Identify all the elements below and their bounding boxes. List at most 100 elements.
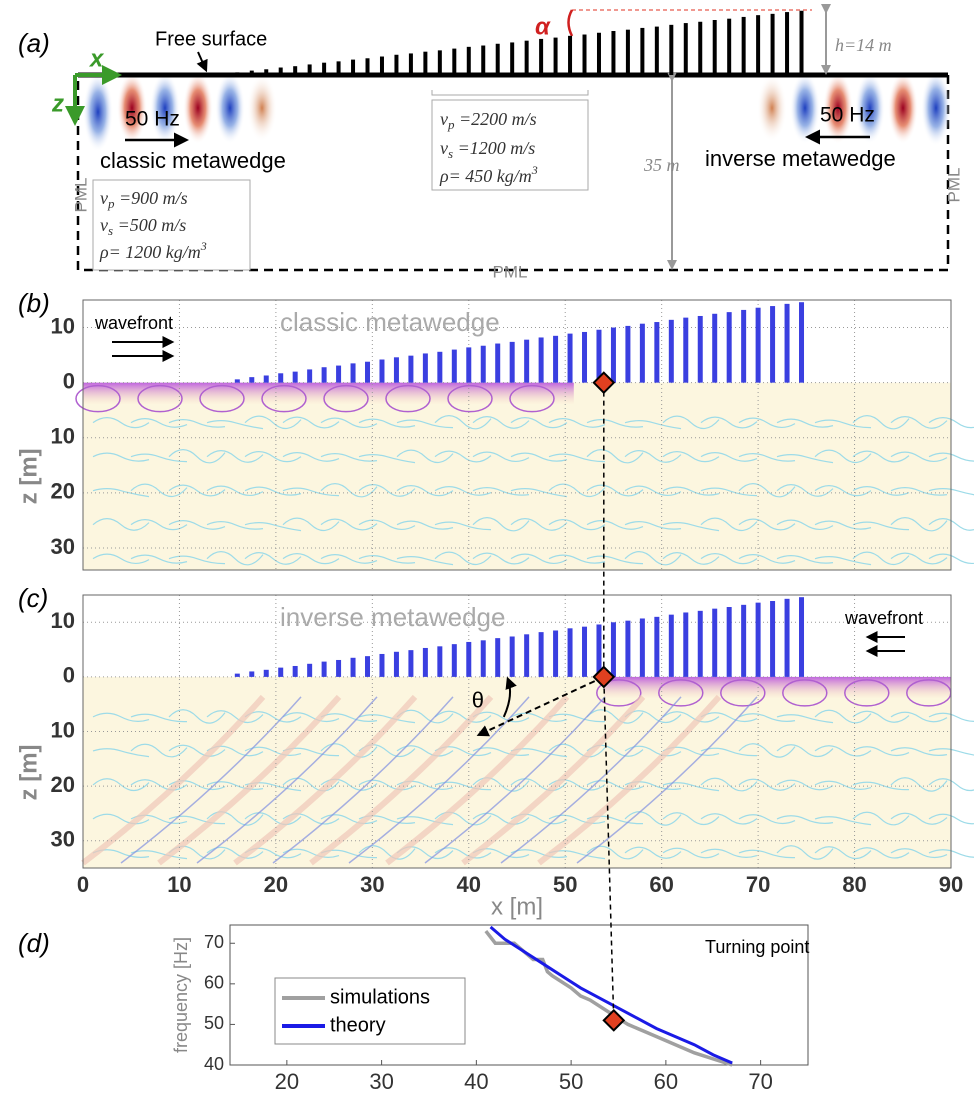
resonator <box>379 359 385 383</box>
resonator <box>611 31 616 75</box>
resonator <box>452 48 457 75</box>
resonator <box>582 331 588 383</box>
label: Free surface <box>155 28 267 50</box>
pml-label: PML <box>493 262 528 281</box>
resonator <box>278 67 283 75</box>
streamline <box>852 551 910 566</box>
streamline <box>890 416 948 429</box>
streamline <box>510 518 568 531</box>
streamlines <box>81 679 974 866</box>
streamline <box>168 449 226 464</box>
resonator <box>683 317 689 383</box>
streamline <box>890 777 948 792</box>
resonator <box>235 72 240 75</box>
streamline <box>92 553 150 565</box>
streamline <box>548 814 606 824</box>
vortex <box>782 679 828 707</box>
streamline <box>120 696 302 864</box>
streamline <box>130 554 188 564</box>
material-line: vs =500 m/s <box>100 215 186 238</box>
surface-wave-band <box>603 676 951 699</box>
surface-wave-band <box>83 382 574 405</box>
resonator <box>466 46 471 75</box>
streamline <box>168 520 226 530</box>
streamline <box>206 551 264 566</box>
streamline <box>700 813 758 825</box>
resonator <box>741 309 747 383</box>
streamline <box>624 521 682 530</box>
streamline <box>282 487 340 497</box>
resonator <box>524 339 530 383</box>
resonator <box>697 610 703 677</box>
resonator <box>336 659 342 677</box>
angle-label: θ <box>472 688 484 713</box>
resonator <box>639 618 645 677</box>
streamline <box>81 694 266 866</box>
turning-point <box>592 371 616 395</box>
resonator <box>697 315 703 383</box>
streamline <box>586 449 644 464</box>
streamline <box>700 452 758 462</box>
streamline <box>461 694 646 866</box>
streamline <box>309 694 494 866</box>
resonator <box>422 647 428 677</box>
streamline <box>282 416 340 429</box>
resonator <box>553 335 559 383</box>
streamline <box>510 712 568 722</box>
streamline <box>928 778 974 792</box>
streamline <box>358 454 416 464</box>
streamline <box>196 696 378 864</box>
resonator <box>264 69 269 75</box>
streamline <box>320 713 378 722</box>
streamline <box>358 714 416 724</box>
resonator <box>712 313 718 383</box>
streamline <box>358 484 416 497</box>
axis-label: z <box>51 90 64 117</box>
streamline <box>92 712 150 722</box>
streamline <box>206 521 264 530</box>
resonator <box>422 353 428 383</box>
resonator <box>495 343 501 383</box>
streamline <box>320 518 378 531</box>
resonator <box>292 665 298 677</box>
resonator <box>307 369 313 383</box>
resonator <box>669 24 674 75</box>
streamline <box>890 711 948 723</box>
streamline <box>92 518 150 531</box>
streamline <box>624 450 682 463</box>
resonator <box>755 602 761 677</box>
vortex <box>509 384 555 413</box>
streamline <box>586 780 644 791</box>
resonator <box>668 319 674 383</box>
resonator <box>234 673 240 677</box>
streamline <box>244 812 302 826</box>
streamline <box>928 748 974 756</box>
panel-label: (a) <box>18 28 50 58</box>
resonator <box>553 630 559 677</box>
x-tick-label: 20 <box>264 872 288 897</box>
legend-label: simulations <box>330 986 430 1008</box>
x-tick-label: 50 <box>553 872 577 897</box>
streamline <box>548 743 606 758</box>
resonator <box>741 604 747 677</box>
y-tick-label: 10 <box>51 717 75 742</box>
resonator <box>625 620 631 677</box>
streamline <box>168 419 226 428</box>
streamline <box>700 747 758 757</box>
streamline <box>814 556 872 566</box>
vortex <box>137 384 183 413</box>
streamline <box>472 552 530 565</box>
label: classic metawedge <box>100 148 286 173</box>
resonator <box>582 626 588 677</box>
streamline <box>928 712 974 722</box>
resonator <box>263 669 269 677</box>
resonator <box>567 333 573 383</box>
streamline <box>548 483 606 498</box>
vortex <box>447 384 493 413</box>
resonator <box>596 32 601 75</box>
streamline <box>776 714 834 724</box>
streamline <box>320 743 378 758</box>
streamline <box>814 419 872 429</box>
resonator <box>784 598 790 677</box>
